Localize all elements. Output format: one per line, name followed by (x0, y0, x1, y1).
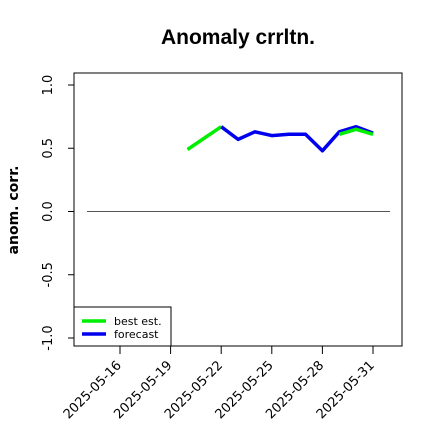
chart-title: Anomaly crrltn. (161, 26, 315, 49)
y-tick-label: 1.0 (41, 75, 56, 96)
y-tick-label: 0.0 (41, 201, 56, 222)
plot-frame (73, 72, 403, 347)
y-tick-label: -1.0 (41, 325, 56, 350)
legend-box (73, 306, 172, 347)
series-line (338, 127, 374, 136)
legend-label: best est. (114, 315, 162, 328)
y-tick-label: 0.5 (41, 138, 56, 159)
y-axis-label: anom. corr. (6, 166, 22, 255)
x-axis: 2025-05-162025-05-192025-05-222025-05-25… (61, 346, 378, 422)
y-axis: -1.0 -0.5 0.0 0.5 1.0 (41, 75, 74, 351)
plot-area (73, 72, 403, 347)
series-line (186, 125, 223, 151)
legend-label: forecast (114, 328, 159, 341)
legend: best est.forecast (73, 306, 172, 347)
series-line (220, 124, 374, 153)
series-layer (186, 124, 374, 153)
y-tick-label: -0.5 (41, 262, 56, 287)
